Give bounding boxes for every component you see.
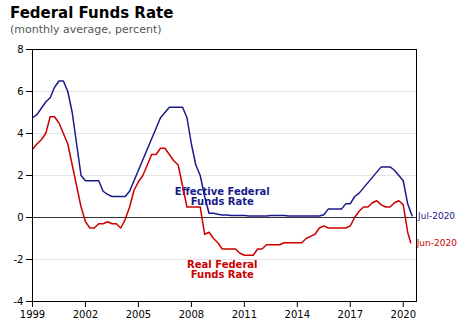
svg-text:2002: 2002 — [73, 309, 98, 320]
html-text:Federal Funds Rate: Federal Funds Rate — [10, 4, 174, 22]
svg-text:6: 6 — [17, 86, 23, 97]
svg-text:0: 0 — [17, 212, 23, 223]
html-text:(monthly average, percent): (monthly average, percent) — [10, 23, 162, 36]
svg-text:2017: 2017 — [338, 309, 363, 320]
svg-text:Jun-2020: Jun-2020 — [416, 238, 457, 248]
svg-text:8: 8 — [17, 44, 23, 55]
svg-text:2005: 2005 — [126, 309, 151, 320]
svg-text:2: 2 — [17, 170, 23, 181]
svg-text:Jul-2020: Jul-2020 — [417, 211, 455, 221]
svg-text:-4: -4 — [14, 296, 24, 307]
svg-text:1999: 1999 — [20, 309, 45, 320]
svg-text:Effective FederalFunds Rate: Effective FederalFunds Rate — [175, 186, 270, 207]
svg-text:2008: 2008 — [179, 309, 204, 320]
svg-text:4: 4 — [17, 128, 23, 139]
svg-text:2011: 2011 — [232, 309, 257, 320]
svg-text:Real FederalFunds Rate: Real FederalFunds Rate — [187, 259, 257, 280]
svg-text:2020: 2020 — [391, 309, 416, 320]
svg-text:-2: -2 — [14, 254, 24, 265]
svg-text:2014: 2014 — [285, 309, 310, 320]
